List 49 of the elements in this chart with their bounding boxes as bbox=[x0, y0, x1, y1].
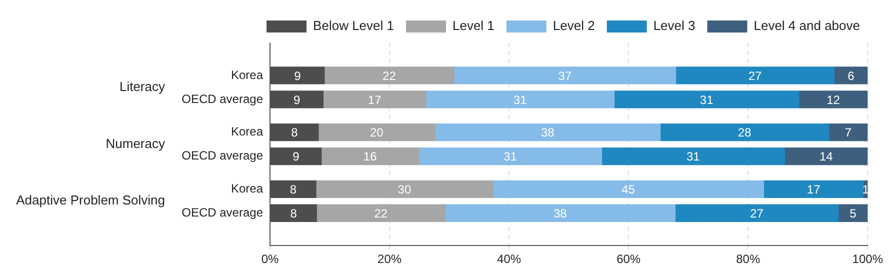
data-label: 38 bbox=[540, 126, 555, 140]
data-label: 9 bbox=[292, 150, 300, 164]
data-label: 6 bbox=[848, 68, 855, 83]
y-tick-label: Korea bbox=[230, 181, 264, 196]
data-label: 22 bbox=[382, 68, 396, 83]
data-label: 8 bbox=[290, 206, 298, 220]
y-tick-label: OECD average bbox=[182, 92, 264, 106]
data-label: 31 bbox=[504, 150, 518, 164]
y-tick-label: Korea bbox=[230, 124, 264, 139]
data-label: 7 bbox=[844, 126, 852, 140]
legend-label: Level 4 and above bbox=[754, 18, 860, 34]
data-label: 31 bbox=[686, 150, 700, 164]
data-label: 45 bbox=[622, 182, 636, 196]
y-tick-label: OECD average bbox=[182, 205, 264, 220]
x-tick-label: 20% bbox=[378, 252, 402, 266]
text: Adaptive Problem Solving bbox=[16, 192, 165, 208]
data-label: 27 bbox=[750, 206, 764, 220]
data-label: 8 bbox=[290, 182, 297, 196]
data-label: 28 bbox=[738, 126, 752, 140]
data-label: 22 bbox=[374, 206, 388, 220]
x-tick-label: 80% bbox=[736, 252, 760, 266]
y-tick-label: OECD average bbox=[182, 148, 264, 163]
data-label: 17 bbox=[806, 182, 821, 196]
y-tick-label: Korea bbox=[230, 68, 264, 82]
data-label: 30 bbox=[398, 182, 412, 196]
data-label: 20 bbox=[370, 126, 384, 140]
data-label: 38 bbox=[553, 206, 568, 220]
text: Literacy bbox=[119, 79, 166, 94]
data-label: 27 bbox=[748, 68, 762, 83]
data-label: 14 bbox=[819, 150, 834, 164]
legend-label: Level 3 bbox=[653, 18, 696, 34]
legend-label: Level 1 bbox=[452, 18, 494, 34]
data-label: 8 bbox=[291, 126, 298, 140]
text: Numeracy bbox=[106, 136, 166, 151]
legend-label: Below Level 1 bbox=[313, 18, 394, 34]
data-label: 5 bbox=[850, 206, 857, 220]
legend-label: Level 2 bbox=[552, 18, 595, 34]
data-label: 16 bbox=[363, 150, 378, 164]
data-label: 9 bbox=[294, 68, 302, 83]
data-label: 9 bbox=[294, 92, 300, 107]
data-label: 31 bbox=[513, 92, 528, 107]
x-tick-label: 100% bbox=[852, 252, 884, 266]
data-label: 37 bbox=[558, 68, 572, 83]
data-label: 31 bbox=[700, 92, 714, 107]
data-label: 12 bbox=[826, 92, 840, 107]
x-tick-label: 40% bbox=[497, 252, 522, 266]
x-tick-label: 0% bbox=[261, 252, 279, 266]
x-tick-label: 60% bbox=[616, 252, 641, 266]
data-label: 17 bbox=[368, 92, 382, 107]
